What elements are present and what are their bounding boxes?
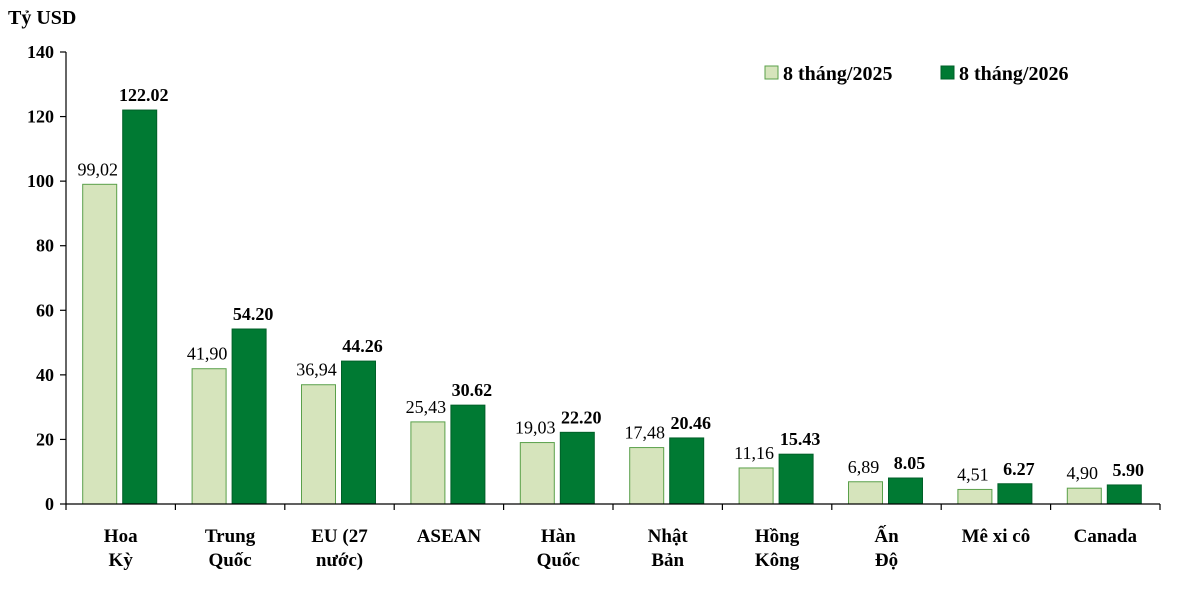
- bar: [1106, 484, 1142, 505]
- legend-swatch: [940, 65, 955, 80]
- x-tick-label: Quốc: [537, 550, 580, 571]
- data-label: 20.46: [670, 413, 711, 433]
- data-label: 22.20: [561, 407, 602, 427]
- y-tick-label: 40: [36, 365, 54, 385]
- data-label: 15.43: [780, 429, 821, 449]
- legend: 8 tháng/2025 8 tháng/2026: [764, 63, 1068, 85]
- y-tick-label: 20: [36, 429, 54, 449]
- x-tick-label: Hàn: [541, 526, 576, 547]
- bar: [301, 384, 336, 505]
- bar: [1066, 487, 1102, 505]
- y-tick-label: 80: [36, 236, 54, 256]
- bar: [559, 431, 595, 505]
- y-tick-label: 120: [27, 107, 54, 127]
- x-tick-label: Trung: [205, 526, 256, 547]
- data-label: 25,43: [406, 397, 447, 417]
- bar: [738, 467, 774, 505]
- bar: [997, 483, 1033, 505]
- bar: [669, 437, 705, 505]
- bar: [848, 481, 883, 505]
- x-tick-label: Nhật: [648, 526, 689, 547]
- data-label: 19,03: [515, 418, 556, 438]
- x-tick-label: nước): [316, 550, 363, 571]
- x-tick-label: Ấn: [874, 525, 899, 547]
- bar: [778, 453, 814, 505]
- data-label: 6.27: [1003, 459, 1035, 479]
- bar: [231, 328, 267, 505]
- y-tick-label: 60: [36, 300, 54, 320]
- y-tick-label: 140: [27, 42, 54, 62]
- data-label: 99,02: [77, 159, 118, 179]
- x-tick-label: Độ: [875, 550, 898, 571]
- y-tick-label: 0: [45, 494, 54, 514]
- data-label: 122.02: [119, 85, 169, 105]
- data-label: 30.62: [452, 380, 493, 400]
- x-tick-label: Kỳ: [109, 550, 134, 571]
- data-label: 6,89: [848, 457, 880, 477]
- bar: [629, 447, 665, 505]
- bar: [122, 109, 158, 505]
- legend-swatch: [764, 65, 779, 80]
- x-tick-label: Mê xi cô: [962, 526, 1031, 547]
- bar: [341, 360, 376, 505]
- bar: [191, 368, 227, 505]
- data-label: 44.26: [342, 336, 383, 356]
- x-tick-label: ASEAN: [417, 526, 482, 547]
- data-label: 4,51: [957, 464, 989, 484]
- data-label: 5.90: [1113, 460, 1145, 480]
- bar: [957, 488, 993, 505]
- bar: [450, 404, 486, 505]
- bar: [410, 421, 446, 505]
- x-tick-label: Quốc: [208, 550, 251, 571]
- y-axis-unit-label: Tỷ USD: [8, 7, 76, 29]
- legend-label: 8 tháng/2026: [959, 63, 1068, 85]
- data-label: 36,94: [296, 360, 337, 380]
- legend-label: 8 tháng/2025: [783, 63, 892, 85]
- x-tick-label: EU (27: [311, 526, 368, 547]
- x-tick-label: Bản: [651, 550, 684, 571]
- y-tick-label: 100: [27, 171, 54, 191]
- data-label: 54.20: [233, 304, 274, 324]
- bar: [888, 477, 923, 505]
- x-tick-label: Kông: [755, 550, 800, 571]
- data-label: 8.05: [894, 453, 926, 473]
- x-tick-label: Hoa: [104, 526, 138, 547]
- bar: [82, 183, 118, 505]
- data-label: 41,90: [187, 344, 228, 364]
- x-tick-label: Canada: [1074, 526, 1138, 547]
- data-label: 4,90: [1067, 463, 1099, 483]
- data-label: 17,48: [624, 423, 665, 443]
- x-tick-label: Hồng: [755, 526, 800, 547]
- data-label: 11,16: [734, 443, 774, 463]
- bar: [519, 442, 555, 505]
